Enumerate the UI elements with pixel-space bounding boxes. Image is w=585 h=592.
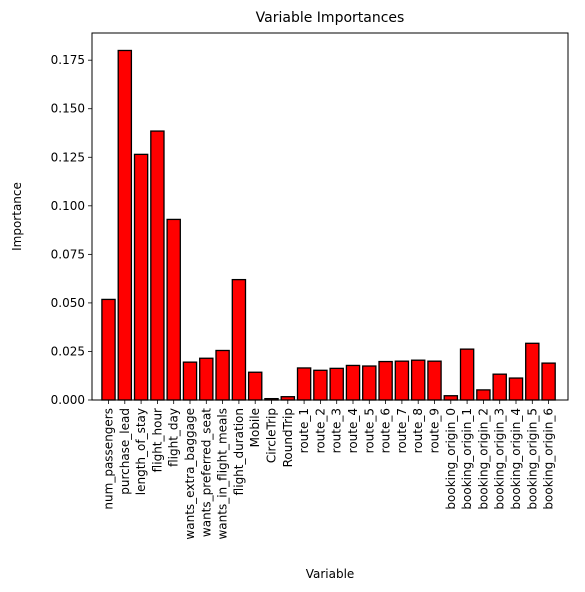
bar-num_passengers [101,298,116,401]
x-tick-label: wants_extra_baggage [183,408,197,540]
x-tick-label: purchase_lead [118,408,132,495]
bar-booking_origin_2 [476,389,491,401]
bars-group [101,49,556,401]
bar-wants_preferred_seat [199,357,214,401]
x-tick-label: booking_origin_1 [460,408,474,510]
bar-route_6 [378,360,393,401]
x-tick-label: Mobile [248,408,262,447]
bar-booking_origin_3 [492,373,507,401]
x-tick-label: route_4 [346,408,360,453]
x-tick-label: route_9 [428,408,442,453]
x-tick-label: wants_preferred_seat [199,408,213,537]
bar-flight_day [166,218,181,401]
y-tick-label: 0.075 [51,247,85,261]
y-axis-label: Importance [10,182,24,251]
x-tick-label: route_2 [313,408,327,453]
x-tick-label: booking_origin_4 [509,408,523,510]
x-tick-label: booking_origin_2 [476,408,490,510]
bar-Mobile [247,371,263,401]
x-tick-label: CircleTrip [265,408,279,463]
y-tick-label: 0.150 [51,102,85,116]
x-tick-label: length_of_stay [134,408,148,495]
bar-booking_origin_5 [525,342,540,401]
y-tick-label: 0.100 [51,199,85,213]
bar-booking_origin_4 [508,377,524,401]
y-tick-label: 0.000 [51,393,85,407]
x-tick-label: flight_hour [150,408,164,472]
bar-route_2 [313,369,328,401]
bar-route_9 [427,360,442,401]
chart-title: Variable Importances [256,10,405,26]
bar-route_1 [296,367,312,401]
x-tick-label: RoundTrip [281,408,295,467]
x-tick-label: flight_day [167,408,181,467]
bar-route_5 [362,365,377,401]
x-tick-label: route_7 [395,408,409,453]
y-tick-label: 0.050 [51,296,85,310]
bar-flight_hour [150,130,165,401]
x-tick-label: flight_duration [232,408,246,495]
y-tick-label: 0.025 [51,344,85,358]
x-tick-label: wants_in_flight_meals [216,408,230,540]
x-tick-label: booking_origin_0 [444,408,458,510]
bar-length_of_stay [133,153,149,401]
bar-wants_in_flight_meals [215,349,230,401]
x-axis-label: Variable [306,567,355,581]
bar-route_8 [410,359,426,401]
y-axis-ticks: 0.000 0.025 0.050 0.075 0.100 0.125 0.150 0.175 [51,53,92,407]
bar-booking_origin_1 [459,348,475,401]
bar-purchase_lead [117,49,133,401]
y-tick-label: 0.125 [51,150,85,164]
x-tick-label: num_passengers [102,408,116,510]
x-tick-label: booking_origin_5 [525,408,539,510]
y-tick-label: 0.175 [51,53,85,67]
x-tick-label: route_6 [379,408,393,453]
bar-route_7 [394,360,410,401]
x-tick-label: route_8 [411,408,425,453]
x-tick-label: booking_origin_3 [493,408,507,510]
bar-route_3 [329,367,344,401]
x-axis-ticks: num_passengers purchase_lead length_of_sta… [102,400,556,540]
x-tick-label: route_1 [297,408,311,453]
bar-route_4 [345,364,361,401]
x-tick-label: route_3 [330,408,344,453]
bar-booking_origin_6 [541,362,556,401]
bar-flight_duration [231,278,247,401]
bar-booking_origin_0 [443,395,459,401]
x-tick-label: route_5 [362,408,376,453]
x-tick-label: booking_origin_6 [542,408,556,510]
plot-frame [91,32,569,401]
bar-wants_extra_baggage [182,361,198,401]
